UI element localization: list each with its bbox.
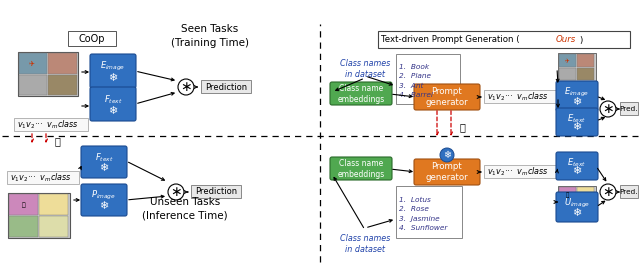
Text: ❄: ❄ — [99, 163, 109, 173]
Text: $E_{text}$: $E_{text}$ — [568, 112, 587, 125]
Text: $F_{text}$: $F_{text}$ — [104, 93, 122, 106]
Bar — [14, 118, 88, 131]
Text: $v_1v_2$···  $v_m$class: $v_1v_2$··· $v_m$class — [10, 172, 72, 184]
Bar — [558, 186, 596, 218]
FancyBboxPatch shape — [556, 152, 598, 180]
Text: ∗: ∗ — [602, 102, 614, 116]
Bar — [559, 68, 576, 80]
Bar — [484, 90, 558, 103]
Text: $U_{image}$: $U_{image}$ — [564, 197, 590, 210]
Text: ∗: ∗ — [180, 80, 192, 94]
FancyBboxPatch shape — [414, 84, 480, 110]
Bar — [577, 187, 594, 202]
Text: $E_{image}$: $E_{image}$ — [564, 86, 589, 99]
Bar — [396, 54, 460, 104]
Text: ❄: ❄ — [572, 166, 582, 176]
Text: ): ) — [579, 35, 582, 45]
Text: Seen Tasks
(Training Time): Seen Tasks (Training Time) — [171, 24, 249, 48]
Text: Class name
embeddings: Class name embeddings — [337, 159, 385, 180]
Text: Class name
embeddings: Class name embeddings — [337, 84, 385, 104]
FancyBboxPatch shape — [330, 82, 392, 105]
Bar — [484, 165, 558, 178]
Bar — [396, 186, 462, 238]
FancyBboxPatch shape — [556, 192, 598, 222]
Text: Unseen Tasks
(Inference Time): Unseen Tasks (Inference Time) — [142, 197, 228, 221]
Text: $v_1v_2$···  $v_m$class: $v_1v_2$··· $v_m$class — [487, 91, 549, 103]
Text: $E_{text}$: $E_{text}$ — [568, 156, 587, 169]
Bar — [39, 216, 68, 237]
Circle shape — [168, 184, 184, 200]
Bar — [577, 68, 594, 80]
Text: Ours: Ours — [556, 35, 576, 45]
Text: Prompt
generator: Prompt generator — [426, 162, 468, 182]
Bar — [577, 203, 594, 217]
Text: 🌸: 🌸 — [22, 202, 26, 208]
Text: ∗: ∗ — [170, 185, 182, 199]
FancyBboxPatch shape — [556, 81, 598, 111]
Text: Prediction: Prediction — [205, 82, 247, 92]
Text: $v_1v_2$···  $v_m$class: $v_1v_2$··· $v_m$class — [487, 166, 549, 178]
Circle shape — [600, 184, 616, 200]
Text: ✈: ✈ — [564, 59, 570, 64]
Text: Text-driven Prompt Generation (: Text-driven Prompt Generation ( — [381, 35, 520, 45]
Text: 1.  Lotus
2.  Rose
3.  Jasmine
4.  Sunflower: 1. Lotus 2. Rose 3. Jasmine 4. Sunflower — [399, 197, 447, 231]
Bar — [18, 52, 78, 96]
Bar — [191, 185, 241, 198]
Text: ❄: ❄ — [572, 122, 582, 132]
FancyBboxPatch shape — [556, 108, 598, 136]
Text: Pred.: Pred. — [620, 189, 638, 195]
Text: ❄: ❄ — [108, 73, 118, 83]
Bar — [19, 53, 47, 74]
Text: Prompt
generator: Prompt generator — [426, 87, 468, 107]
Bar — [39, 194, 68, 215]
Text: 1.  Book
2.  Plane
3.  Ant
4.  Barrel: 1. Book 2. Plane 3. Ant 4. Barrel — [399, 64, 433, 98]
Circle shape — [440, 148, 454, 162]
Text: 🔥: 🔥 — [459, 122, 465, 132]
Text: ❄: ❄ — [443, 150, 451, 160]
Text: $v_1v_2$···  $v_m$class: $v_1v_2$··· $v_m$class — [17, 119, 79, 131]
Text: $E_{image}$: $E_{image}$ — [100, 60, 125, 73]
Bar — [620, 185, 638, 198]
Text: 🌸: 🌸 — [565, 192, 568, 198]
Bar — [48, 53, 77, 74]
FancyBboxPatch shape — [81, 146, 127, 178]
Text: $P_{image}$: $P_{image}$ — [92, 189, 116, 202]
FancyBboxPatch shape — [414, 159, 480, 185]
Text: Pred.: Pred. — [620, 106, 638, 112]
Bar — [9, 194, 38, 215]
Text: ❄: ❄ — [108, 106, 118, 116]
Text: Prediction: Prediction — [195, 187, 237, 196]
Text: Class names
in dataset: Class names in dataset — [340, 234, 390, 254]
Bar — [559, 203, 576, 217]
Text: ❄: ❄ — [572, 97, 582, 107]
Text: ❄: ❄ — [572, 208, 582, 218]
Bar — [8, 193, 70, 238]
Text: $F_{text}$: $F_{text}$ — [95, 152, 113, 164]
Bar — [558, 53, 596, 81]
Text: ∗: ∗ — [602, 185, 614, 199]
Bar — [201, 80, 251, 93]
Circle shape — [600, 101, 616, 117]
FancyBboxPatch shape — [330, 157, 392, 180]
Text: CoOp: CoOp — [79, 34, 105, 44]
Bar — [9, 216, 38, 237]
Bar — [68, 31, 116, 46]
Bar — [7, 171, 79, 184]
Text: 🔥: 🔥 — [54, 136, 60, 146]
Bar — [48, 75, 77, 95]
Circle shape — [178, 79, 194, 95]
Bar — [620, 102, 638, 115]
Text: ✈: ✈ — [29, 61, 35, 67]
Bar — [378, 31, 630, 48]
Bar — [559, 187, 576, 202]
FancyBboxPatch shape — [90, 87, 136, 121]
FancyBboxPatch shape — [90, 54, 136, 88]
Bar — [559, 54, 576, 67]
Text: ❄: ❄ — [99, 201, 109, 211]
Bar — [19, 75, 47, 95]
FancyBboxPatch shape — [81, 184, 127, 216]
Text: Class names
in dataset: Class names in dataset — [340, 59, 390, 79]
Bar — [577, 54, 594, 67]
